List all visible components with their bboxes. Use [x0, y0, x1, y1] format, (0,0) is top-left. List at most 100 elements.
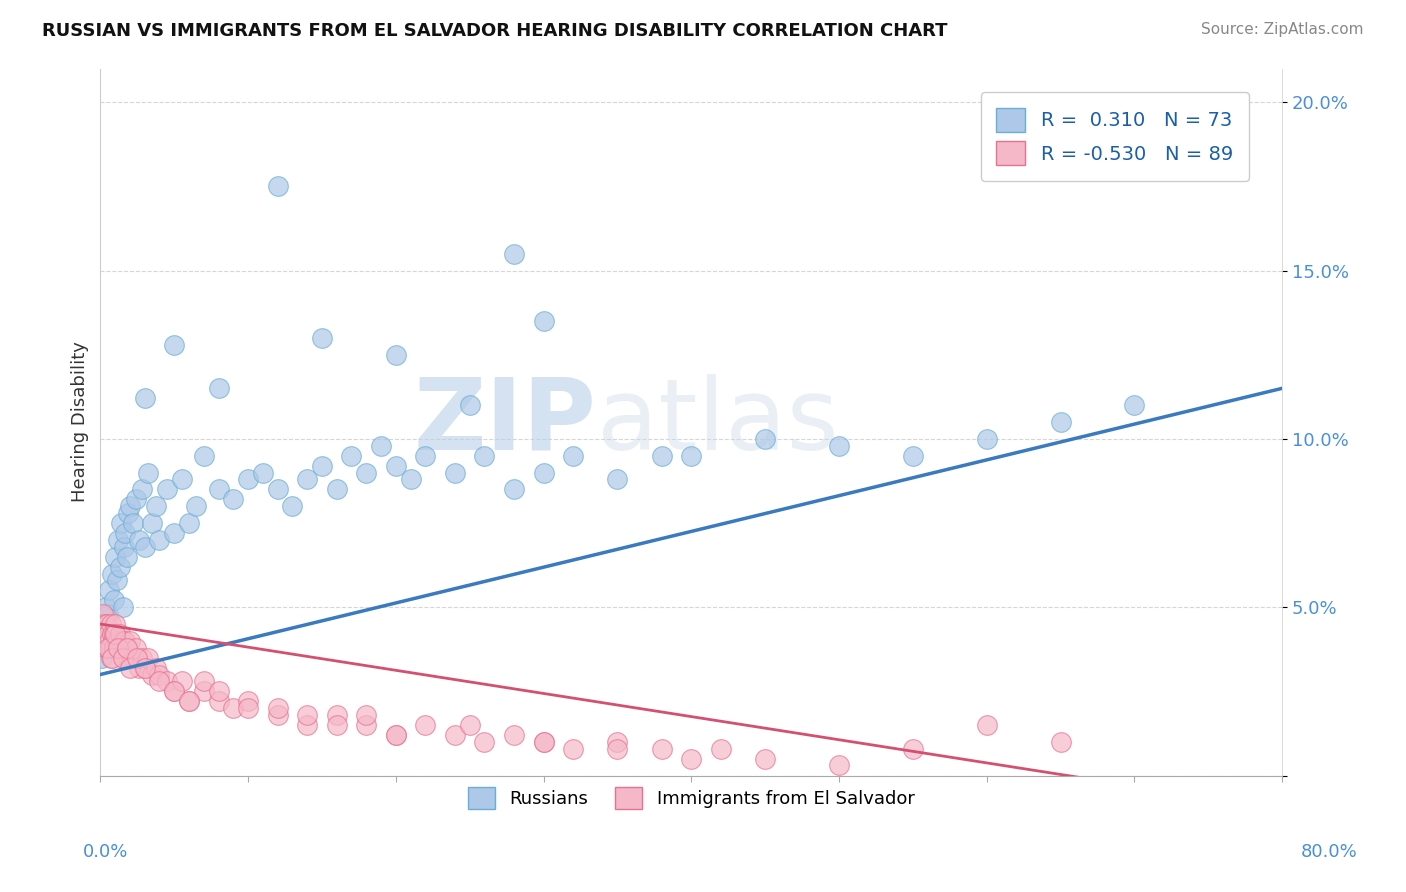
Point: [96, 617, 118, 632]
Point: [104, 549, 127, 564]
Point: [606, 735, 628, 749]
Point: [121, 516, 143, 530]
Point: [562, 741, 585, 756]
Point: [681, 752, 703, 766]
Point: [252, 466, 274, 480]
Point: [503, 728, 526, 742]
Point: [399, 472, 422, 486]
Point: [98, 583, 121, 598]
Y-axis label: Hearing Disability: Hearing Disability: [72, 342, 89, 502]
Point: [976, 432, 998, 446]
Point: [141, 516, 163, 530]
Point: [170, 472, 193, 486]
Point: [156, 483, 179, 497]
Point: [177, 694, 200, 708]
Point: [311, 458, 333, 473]
Point: [111, 600, 134, 615]
Point: [295, 707, 318, 722]
Point: [100, 627, 122, 641]
Point: [354, 718, 377, 732]
Point: [111, 650, 134, 665]
Point: [444, 466, 467, 480]
Point: [207, 694, 229, 708]
Point: [114, 633, 136, 648]
Point: [311, 331, 333, 345]
Point: [177, 694, 200, 708]
Point: [97, 607, 120, 621]
Point: [115, 640, 138, 655]
Point: [828, 758, 851, 772]
Point: [193, 449, 215, 463]
Point: [121, 650, 143, 665]
Point: [91, 627, 114, 641]
Point: [112, 650, 135, 665]
Point: [127, 650, 149, 665]
Point: [222, 492, 245, 507]
Point: [131, 650, 153, 665]
Point: [118, 499, 141, 513]
Text: ZIP: ZIP: [413, 374, 596, 470]
Point: [134, 392, 156, 406]
Point: [111, 633, 134, 648]
Point: [100, 617, 122, 632]
Point: [90, 617, 112, 632]
Point: [444, 728, 467, 742]
Point: [281, 499, 304, 513]
Point: [134, 661, 156, 675]
Point: [193, 684, 215, 698]
Point: [370, 439, 392, 453]
Point: [266, 483, 288, 497]
Point: [354, 707, 377, 722]
Point: [107, 640, 129, 655]
Point: [710, 741, 733, 756]
Text: 0.0%: 0.0%: [83, 843, 128, 861]
Text: 80.0%: 80.0%: [1301, 843, 1357, 861]
Point: [384, 728, 406, 742]
Point: [128, 533, 150, 547]
Point: [1123, 398, 1146, 412]
Point: [114, 526, 136, 541]
Point: [94, 617, 117, 632]
Point: [415, 449, 437, 463]
Point: [156, 674, 179, 689]
Point: [222, 701, 245, 715]
Point: [163, 337, 186, 351]
Point: [148, 533, 170, 547]
Point: [163, 684, 186, 698]
Point: [651, 449, 673, 463]
Point: [533, 735, 555, 749]
Point: [96, 627, 118, 641]
Point: [112, 540, 135, 554]
Point: [533, 314, 555, 328]
Point: [101, 633, 124, 648]
Point: [107, 640, 129, 655]
Point: [207, 483, 229, 497]
Point: [145, 499, 167, 513]
Point: [101, 627, 124, 641]
Text: RUSSIAN VS IMMIGRANTS FROM EL SALVADOR HEARING DISABILITY CORRELATION CHART: RUSSIAN VS IMMIGRANTS FROM EL SALVADOR H…: [42, 22, 948, 40]
Point: [207, 381, 229, 395]
Point: [458, 398, 481, 412]
Point: [266, 701, 288, 715]
Point: [97, 640, 120, 655]
Point: [125, 492, 148, 507]
Point: [108, 559, 131, 574]
Point: [562, 449, 585, 463]
Point: [117, 650, 139, 665]
Point: [266, 707, 288, 722]
Point: [91, 633, 114, 648]
Point: [474, 449, 496, 463]
Point: [474, 735, 496, 749]
Point: [136, 466, 159, 480]
Point: [170, 674, 193, 689]
Point: [415, 718, 437, 732]
Point: [503, 483, 526, 497]
Point: [828, 439, 851, 453]
Point: [141, 667, 163, 681]
Point: [103, 593, 125, 607]
Point: [1049, 735, 1071, 749]
Point: [98, 633, 121, 648]
Point: [97, 640, 120, 655]
Point: [104, 617, 127, 632]
Point: [295, 472, 318, 486]
